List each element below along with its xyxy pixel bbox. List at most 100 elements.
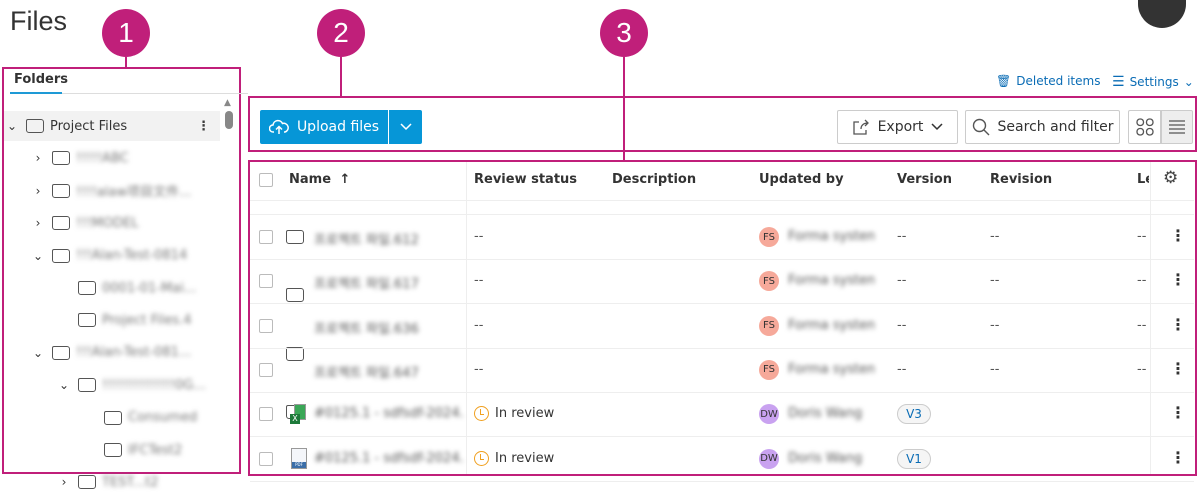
folder-tree-item[interactable]: › !!!!alaw项目文件... (4, 176, 191, 206)
pdf-file-icon: PDF (291, 447, 307, 469)
folder-tree-item[interactable]: ⌄ !!!!!!!!!!!!!!0G... (4, 370, 206, 400)
revision: -- (990, 273, 1000, 289)
folder-tree-item[interactable]: › TEST...t2 (4, 467, 159, 497)
search-icon (972, 118, 990, 136)
scrollbar-thumb[interactable] (225, 111, 233, 129)
row-checkbox[interactable] (259, 407, 273, 422)
table-row[interactable]: 프로젝트 파일.647 -- FS Forma system -- -- -- … (0, 42, 1200, 419)
more-options-icon[interactable]: ⋮ (1170, 226, 1186, 245)
upload-files-button[interactable]: Upload files (260, 110, 388, 144)
row-checkbox[interactable] (259, 362, 273, 377)
chevron-down-icon[interactable]: ⌄ (32, 248, 44, 263)
column-header-version[interactable]: Version (897, 172, 952, 187)
table-row[interactable]: 프로젝트 파일.617 -- FS Forma system -- -- -- … (0, 14, 1200, 305)
upload-dropdown-button[interactable] (389, 110, 422, 144)
column-header-last[interactable]: Le (1137, 172, 1149, 187)
callout-3: 3 (600, 9, 648, 57)
grid-icon (1135, 118, 1154, 136)
search-and-filter-button[interactable]: Search and filter (965, 110, 1120, 144)
folder-icon (26, 119, 44, 133)
folder-icon (52, 151, 70, 166)
version-badge[interactable]: V1 (897, 448, 931, 469)
version-badge[interactable]: V3 (897, 404, 931, 425)
user-avatar: DW (759, 448, 779, 469)
file-name[interactable]: 프로젝트 파일.647 (314, 365, 419, 381)
row-checkbox[interactable] (259, 230, 273, 244)
file-name[interactable]: #0125.1 - sdfsdf-2024... (314, 406, 464, 422)
settings-dropdown[interactable]: ☰ Settings ⌄ (1112, 74, 1194, 90)
chevron-down-icon[interactable]: ⌄ (32, 345, 44, 360)
chevron-down-icon[interactable]: ⌄ (58, 378, 70, 393)
folder-tree-item[interactable]: Project Files.4 (4, 305, 192, 335)
chevron-down-icon[interactable]: ⌄ (6, 119, 18, 133)
folder-icon (78, 281, 96, 295)
callout-1: 1 (102, 9, 150, 57)
more-options-icon[interactable]: ⋮ (1170, 403, 1186, 423)
chevron-right-icon[interactable]: › (35, 183, 41, 198)
folder-tree-item[interactable]: ⌄ Project Files ⋮ (4, 111, 220, 141)
folder-tree-item[interactable]: ⌄ !!!Alan-Test-081... (4, 338, 191, 368)
tab-folders[interactable]: Folders (14, 72, 69, 87)
more-options-icon[interactable]: ⋮ (197, 118, 210, 134)
file-name[interactable]: 프로젝트 파일.617 (314, 277, 419, 293)
more-options-icon[interactable]: ⋮ (1170, 270, 1186, 290)
scroll-up-icon[interactable]: ▲ (224, 98, 231, 108)
folder-tree-item[interactable]: Consumed (4, 403, 197, 433)
more-options-icon[interactable]: ⋮ (1170, 358, 1186, 378)
table-row[interactable]: 프로젝트 파일.612 -- FS Forma system -- -- -- … (0, 0, 1200, 260)
folder-tree-item[interactable]: ⌄ !!!Alan-Test-0814 (4, 241, 187, 271)
column-header-description[interactable]: Description (612, 172, 697, 187)
user-avatar: DW (759, 404, 779, 425)
chevron-right-icon[interactable]: › (35, 216, 41, 231)
folder-icon (78, 313, 96, 328)
review-status: -- (474, 317, 484, 333)
share-icon (852, 119, 869, 135)
column-divider (466, 162, 467, 474)
chevron-right-icon[interactable]: › (61, 475, 67, 490)
row-checkbox[interactable] (259, 451, 273, 466)
tab-underline (10, 92, 62, 94)
updated-by: Forma system (788, 273, 874, 289)
folder-tree-item[interactable]: › !!!MODEL (4, 208, 139, 238)
chevron-right-icon[interactable]: › (35, 151, 41, 166)
column-header-revision[interactable]: Revision (990, 172, 1053, 187)
column-header-updated-by[interactable]: Updated by (759, 172, 844, 187)
folder-icon (78, 378, 96, 393)
more-options-icon[interactable]: ⋮ (1170, 447, 1186, 467)
table-row[interactable]: 프로젝트 파일.636 -- FS Forma system -- -- -- … (0, 28, 1200, 361)
file-name[interactable]: 프로젝트 파일.612 (314, 233, 419, 248)
last-column-value: -- (1137, 317, 1147, 333)
folder-icon (52, 216, 70, 231)
select-all-checkbox[interactable] (259, 173, 273, 187)
user-avatar: FS (759, 359, 779, 380)
chevron-down-icon: ⌄ (1183, 75, 1194, 89)
updated-by: Forma system (788, 229, 874, 244)
file-name[interactable]: 프로젝트 파일.636 (314, 321, 419, 337)
column-settings-gear-icon[interactable]: ⚙ (1163, 168, 1179, 188)
user-avatar: FS (759, 315, 779, 336)
review-status-badge: In review (474, 450, 554, 466)
folder-tree-item[interactable]: IFCTest2 (4, 435, 182, 465)
row-checkbox[interactable] (259, 274, 273, 289)
more-options-icon[interactable]: ⋮ (1170, 314, 1186, 334)
revision: -- (990, 229, 1000, 244)
export-button[interactable]: Export (837, 110, 958, 144)
list-icon (1169, 120, 1185, 134)
column-header-name[interactable]: Name ↑ (289, 172, 351, 187)
list-view-button[interactable] (1161, 110, 1193, 144)
file-name[interactable]: #0125.1 - sdfsdf-2024... (314, 450, 464, 466)
last-column-value: -- (1137, 229, 1147, 244)
divider (250, 214, 1194, 215)
folder-icon (78, 475, 96, 490)
row-checkbox[interactable] (259, 318, 273, 333)
divider (250, 200, 1194, 201)
grid-view-button[interactable] (1128, 110, 1161, 144)
column-header-review-status[interactable]: Review status (474, 172, 578, 187)
review-status: -- (474, 229, 484, 244)
folder-tree-item[interactable]: › !!!!!ABC (4, 143, 129, 173)
deleted-items-link[interactable]: 🗑 Deleted items (996, 74, 1101, 88)
divider (250, 391, 1194, 393)
callout-2: 2 (317, 9, 365, 57)
folder-tree-item[interactable]: 0001-01-Mai... (4, 273, 196, 303)
folder-icon (52, 345, 70, 360)
